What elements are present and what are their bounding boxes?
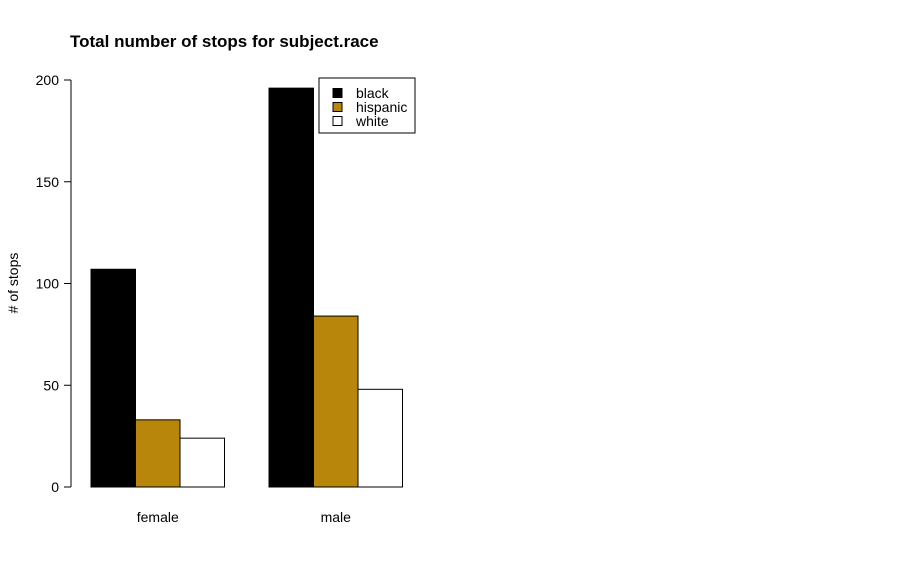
bar-female-black [90,268,136,488]
y-tick-label: 50 [43,377,59,393]
y-tick-label: 200 [36,72,60,88]
y-axis: 0 50 100 150 200 [36,72,72,495]
legend-label-black: black [356,85,390,101]
legend-label-white: white [355,113,389,129]
legend-swatch-hispanic [332,102,343,112]
legend-label-hispanic: hispanic [356,99,407,115]
y-tick-label: 150 [36,174,60,190]
x-axis-labels: female male [137,509,351,525]
chart-title: Total number of stops for subject.race [70,32,379,51]
legend-swatch-black [332,88,343,98]
bar-male-black [268,87,314,488]
x-tick-label: male [321,509,352,525]
bar-female-hispanic [135,419,181,488]
bar-male-white [357,388,403,488]
bar-male-hispanic [313,315,359,488]
y-tick-label: 100 [36,276,60,292]
bars-group [90,87,403,488]
legend-swatch-white [332,116,343,126]
y-axis-label: # of stops [5,253,21,314]
y-tick-label: 0 [51,479,59,495]
bar-female-white [179,437,225,488]
x-tick-label: female [137,509,179,525]
